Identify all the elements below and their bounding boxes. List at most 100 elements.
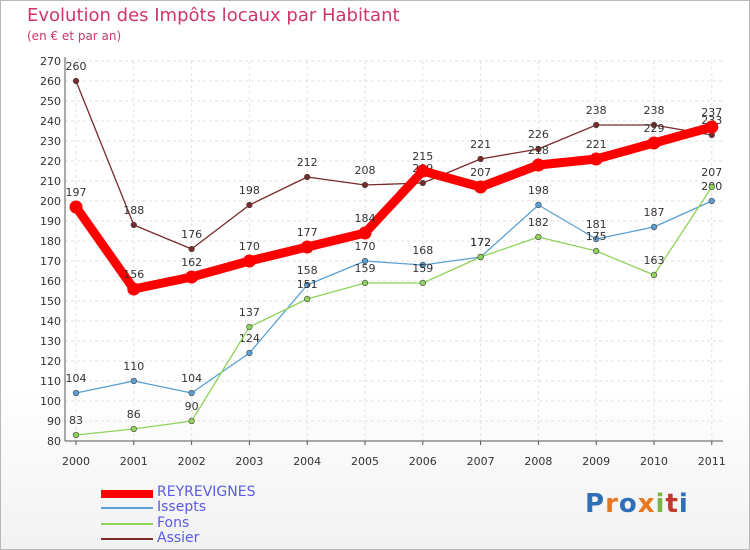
brand-letter: o xyxy=(618,489,638,519)
x-tick-label: 2011 xyxy=(698,455,726,468)
series-issepts-data-label: 104 xyxy=(181,372,202,385)
series-fons-point xyxy=(477,253,484,261)
series-fons-data-label: 175 xyxy=(586,230,607,243)
brand-letter: i xyxy=(655,489,666,519)
series-fons-point xyxy=(361,279,369,287)
y-tick-label: 110 xyxy=(40,375,61,388)
series-assier-data-label: 226 xyxy=(528,128,549,141)
y-tick-label: 80 xyxy=(47,435,61,448)
x-tick-label: 2007 xyxy=(467,455,495,468)
y-tick-label: 180 xyxy=(40,235,61,248)
brand-letter: i xyxy=(678,489,689,519)
series-fons-data-label: 172 xyxy=(470,236,491,249)
series-fons-data-label: 159 xyxy=(355,262,376,275)
series-fons-point xyxy=(708,183,715,191)
series-fons-point xyxy=(130,425,137,433)
series-reyrevignes-line xyxy=(71,122,717,294)
series-reyrevignes-data-label: 162 xyxy=(181,256,202,269)
legend-swatch xyxy=(101,490,153,498)
series-issepts-data-label: 158 xyxy=(297,264,318,277)
y-tick-label: 140 xyxy=(40,315,61,328)
series-assier-data-label: 238 xyxy=(644,104,665,117)
y-tick-label: 100 xyxy=(40,395,61,408)
y-tick-label: 160 xyxy=(40,275,61,288)
x-tick-label: 2006 xyxy=(409,455,437,468)
series-fons-data-label: 207 xyxy=(701,166,722,179)
series-reyrevignes-point xyxy=(358,226,372,240)
series-issepts-point xyxy=(419,261,426,269)
series-issepts-point xyxy=(708,197,715,205)
series-reyrevignes-point xyxy=(242,254,256,268)
series-issepts-data-label: 172 xyxy=(470,236,491,249)
series-assier-data-label: 221 xyxy=(470,138,491,151)
series-reyrevignes-point xyxy=(474,180,488,194)
series-assier-point xyxy=(419,179,426,187)
series-fons-data-label: 86 xyxy=(127,408,141,421)
series-fons-point xyxy=(650,271,658,279)
series-fons-point xyxy=(188,417,195,425)
chart-subtitle: (en € et par an) xyxy=(27,29,122,43)
series-fons-data-label: 182 xyxy=(528,216,549,229)
series-fons-data-label: 137 xyxy=(239,306,260,319)
legend-label: Assier xyxy=(157,530,200,546)
y-tick-label: 220 xyxy=(40,155,61,168)
series-fons-point xyxy=(593,247,600,255)
series-assier-data-label: 238 xyxy=(586,104,607,117)
series-reyrevignes-data-label: 207 xyxy=(470,166,491,179)
series-assier-point xyxy=(304,173,311,181)
series-issepts-data-label: 187 xyxy=(644,206,665,219)
brand-letter: x xyxy=(637,489,656,519)
brand-letter: t xyxy=(665,489,679,519)
series-issepts-data-label: 104 xyxy=(66,372,87,385)
series-reyrevignes-data-label: 177 xyxy=(297,226,318,239)
series-issepts-point xyxy=(246,349,253,357)
series-fons-point xyxy=(419,279,426,287)
series-assier-point xyxy=(361,181,369,189)
series-assier-data-label: 260 xyxy=(66,60,87,73)
x-tick-label: 2000 xyxy=(62,455,90,468)
y-tick-label: 270 xyxy=(40,55,61,68)
series-reyrevignes-point xyxy=(300,240,314,254)
series-issepts-point xyxy=(593,235,600,243)
series-reyrevignes-data-label: 237 xyxy=(701,106,722,119)
series-issepts-data-label: 181 xyxy=(586,218,607,231)
y-tick-label: 90 xyxy=(47,415,61,428)
brand-letter: r xyxy=(605,489,619,519)
series-reyrevignes-point xyxy=(705,120,719,134)
series-fons-data-label: 90 xyxy=(185,400,199,413)
x-tick-label: 2001 xyxy=(120,455,148,468)
chart-title: Evolution des Impôts locaux par Habitant xyxy=(27,5,400,26)
legend-label: Issepts xyxy=(157,499,206,515)
series-issepts-point xyxy=(361,257,369,265)
legend-item-fons: Fons xyxy=(101,515,321,532)
x-tick-label: 2004 xyxy=(293,455,321,468)
series-reyrevignes-data-label: 170 xyxy=(239,240,260,253)
series-reyrevignes-point xyxy=(127,282,141,296)
series-reyrevignes-point xyxy=(589,152,603,166)
series-issepts-point xyxy=(188,389,195,397)
series-assier-point xyxy=(130,221,137,229)
legend-swatch xyxy=(101,538,153,540)
y-tick-label: 240 xyxy=(40,115,61,128)
series-fons-point xyxy=(535,233,542,241)
series-assier-point xyxy=(188,245,195,253)
series-assier-data-label: 212 xyxy=(297,156,318,169)
legend-label: Fons xyxy=(157,515,190,531)
series-assier-data-label: 198 xyxy=(239,184,260,197)
y-tick-label: 250 xyxy=(40,95,61,108)
series-issepts-point xyxy=(130,377,137,385)
series-issepts-data-label: 168 xyxy=(412,244,433,257)
series-assier-data-label: 176 xyxy=(181,228,202,241)
series-assier-point xyxy=(246,201,253,209)
y-tick-label: 230 xyxy=(40,135,61,148)
series-issepts-data-label: 110 xyxy=(123,360,144,373)
series-assier-data-label: 188 xyxy=(123,204,144,217)
series-fons-point xyxy=(72,431,80,439)
x-tick-label: 2002 xyxy=(178,455,206,468)
series-issepts-point xyxy=(72,389,80,397)
series-reyrevignes-data-label: 218 xyxy=(528,144,549,157)
series-reyrevignes-data-label: 215 xyxy=(412,150,433,163)
series-fons-line xyxy=(75,186,713,436)
y-tick-label: 210 xyxy=(40,175,61,188)
